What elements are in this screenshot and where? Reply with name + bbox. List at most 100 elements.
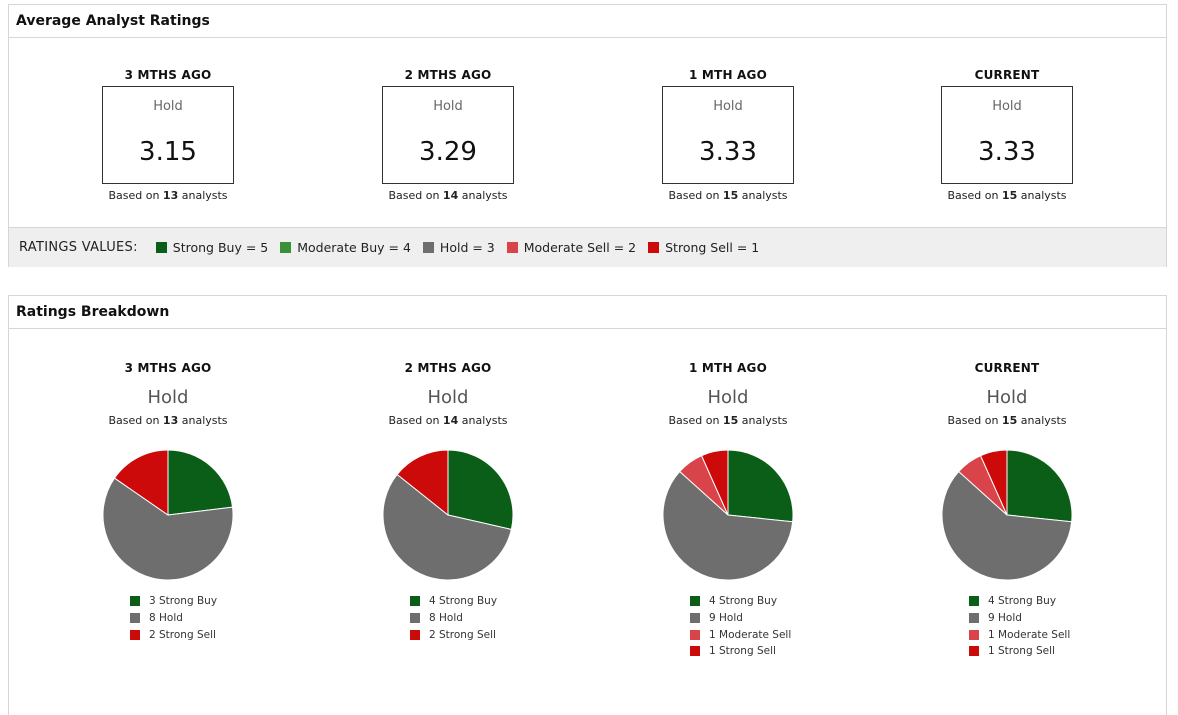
pie-legend-item: 1 Strong Sell bbox=[690, 643, 791, 660]
pie-legend-item: 4 Strong Buy bbox=[969, 593, 1070, 610]
avg-rating-box: Hold 3.15 bbox=[102, 86, 234, 184]
legend-swatch bbox=[648, 242, 660, 253]
pie-slice-hold bbox=[662, 470, 794, 581]
pie-legend-swatch bbox=[690, 629, 700, 640]
ratings-values-legend: RATINGS VALUES: Strong Buy = 5 Moderate … bbox=[9, 227, 1166, 267]
pie-legend-item: 8 Hold bbox=[130, 610, 217, 627]
avg-period-label: 1 MTH AGO bbox=[688, 68, 767, 82]
avg-rating-box: Hold 3.33 bbox=[662, 86, 794, 184]
pie-slice-hold bbox=[102, 477, 234, 581]
pie-legend-item: 1 Strong Sell bbox=[969, 643, 1070, 660]
legend-swatch bbox=[506, 242, 518, 253]
pie-legend-item: 9 Hold bbox=[969, 610, 1070, 627]
avg-rating-label: Hold bbox=[713, 99, 743, 114]
breakdown-rating: Hold bbox=[707, 387, 749, 408]
legend-item-hold: Hold = 3 bbox=[422, 240, 495, 255]
avg-period-2-mths-ago: 2 MTHS AGO Hold 3.29 Based on 14 analyst… bbox=[348, 39, 548, 219]
pie-legend-swatch bbox=[130, 596, 140, 607]
pie-legend: 4 Strong Buy 9 Hold 1 Moderate Sell 1 St… bbox=[969, 593, 1070, 660]
breakdown-period-label: 3 MTHS AGO bbox=[124, 361, 212, 375]
pie-legend-item: 4 Strong Buy bbox=[690, 593, 791, 610]
pie-legend: 4 Strong Buy 9 Hold 1 Moderate Sell 1 St… bbox=[690, 593, 791, 660]
pie-legend-item: 2 Strong Sell bbox=[130, 626, 217, 643]
ratings-pie-chart bbox=[102, 449, 234, 581]
pie-legend-swatch bbox=[690, 596, 700, 607]
pie-legend-swatch bbox=[690, 613, 700, 624]
breakdown-period-label: CURRENT bbox=[974, 361, 1040, 375]
ratings-pie-chart bbox=[941, 449, 1073, 581]
pie-slice-strong-sell bbox=[979, 449, 1008, 516]
pie-legend-swatch bbox=[969, 596, 979, 607]
pie-legend-item: 9 Hold bbox=[690, 610, 791, 627]
ratings-values-title: RATINGS VALUES: bbox=[19, 240, 138, 255]
average-ratings-header: Average Analyst Ratings bbox=[9, 5, 1166, 38]
ratings-breakdown-title: Ratings Breakdown bbox=[16, 304, 170, 320]
avg-rating-label: Hold bbox=[992, 99, 1022, 114]
breakdown-period-1-mth-ago: 1 MTH AGO Hold Based on 15 analysts 4 St… bbox=[628, 330, 828, 710]
avg-based-on: Based on 15 analysts bbox=[668, 189, 788, 202]
pie-slice-strong-buy bbox=[167, 449, 234, 516]
avg-rating-score: 3.29 bbox=[419, 137, 477, 167]
legend-swatch bbox=[422, 242, 434, 253]
breakdown-period-label: 2 MTHS AGO bbox=[404, 361, 492, 375]
breakdown-period-current: CURRENT Hold Based on 15 analysts 4 Stro… bbox=[907, 330, 1107, 710]
legend-item-moderate-sell: Moderate Sell = 2 bbox=[506, 240, 637, 255]
pie-legend-item: 3 Strong Buy bbox=[130, 593, 217, 610]
legend-label: Moderate Sell = 2 bbox=[523, 240, 637, 255]
breakdown-period-3-mths-ago: 3 MTHS AGO Hold Based on 13 analysts 3 S… bbox=[68, 330, 268, 710]
pie-legend-swatch bbox=[969, 613, 979, 624]
avg-rating-score: 3.33 bbox=[978, 137, 1036, 167]
pie-slice-strong-buy bbox=[447, 449, 514, 531]
legend-item-moderate-buy: Moderate Buy = 4 bbox=[280, 240, 411, 255]
avg-rating-score: 3.33 bbox=[699, 137, 757, 167]
pie-slice-strong-sell bbox=[396, 449, 449, 517]
legend-swatch bbox=[280, 242, 292, 253]
avg-rating-box: Hold 3.33 bbox=[941, 86, 1073, 184]
avg-period-label: 2 MTHS AGO bbox=[404, 68, 492, 82]
breakdown-period-label: 1 MTH AGO bbox=[688, 361, 767, 375]
avg-period-label: 3 MTHS AGO bbox=[124, 68, 212, 82]
average-ratings-title: Average Analyst Ratings bbox=[16, 13, 210, 29]
pie-legend-swatch bbox=[969, 646, 979, 657]
breakdown-based-on: Based on 14 analysts bbox=[388, 414, 508, 427]
pie-legend-item: 1 Moderate Sell bbox=[969, 626, 1070, 643]
pie-legend: 4 Strong Buy 8 Hold 2 Strong Sell bbox=[410, 593, 497, 643]
pie-legend-swatch bbox=[130, 629, 140, 640]
ratings-pie-chart bbox=[382, 449, 514, 581]
pie-legend-swatch bbox=[410, 629, 420, 640]
legend-label: Strong Buy = 5 bbox=[172, 240, 269, 255]
pie-legend-item: 2 Strong Sell bbox=[410, 626, 497, 643]
breakdown-based-on: Based on 13 analysts bbox=[108, 414, 228, 427]
pie-legend-swatch bbox=[410, 613, 420, 624]
average-ratings-panel: Average Analyst Ratings 3 MTHS AGO Hold … bbox=[8, 4, 1167, 267]
avg-period-1-mth-ago: 1 MTH AGO Hold 3.33 Based on 15 analysts bbox=[628, 39, 828, 219]
legend-label: Strong Sell = 1 bbox=[665, 240, 760, 255]
avg-based-on: Based on 15 analysts bbox=[947, 189, 1067, 202]
pie-slice-strong-sell bbox=[113, 449, 169, 516]
ratings-pie-chart bbox=[662, 449, 794, 581]
pie-legend-item: 4 Strong Buy bbox=[410, 593, 497, 610]
pie-slice-strong-buy bbox=[1006, 449, 1073, 523]
avg-based-on: Based on 14 analysts bbox=[388, 189, 508, 202]
pie-slice-strong-buy bbox=[727, 449, 794, 523]
breakdown-rating: Hold bbox=[147, 387, 189, 408]
breakdown-rating: Hold bbox=[986, 387, 1028, 408]
breakdown-based-on: Based on 15 analysts bbox=[668, 414, 788, 427]
avg-based-on: Based on 13 analysts bbox=[108, 189, 228, 202]
ratings-breakdown-header: Ratings Breakdown bbox=[9, 296, 1166, 329]
pie-legend-item: 1 Moderate Sell bbox=[690, 626, 791, 643]
pie-legend-swatch bbox=[130, 613, 140, 624]
avg-rating-label: Hold bbox=[153, 99, 183, 114]
pie-legend: 3 Strong Buy 8 Hold 2 Strong Sell bbox=[130, 593, 217, 643]
avg-period-label: CURRENT bbox=[974, 68, 1040, 82]
pie-legend-swatch bbox=[690, 646, 700, 657]
legend-item-strong-buy: Strong Buy = 5 bbox=[155, 240, 269, 255]
breakdown-rating: Hold bbox=[427, 387, 469, 408]
pie-legend-swatch bbox=[969, 629, 979, 640]
pie-slice-hold bbox=[941, 470, 1073, 581]
legend-label: Hold = 3 bbox=[439, 240, 495, 255]
breakdown-period-2-mths-ago: 2 MTHS AGO Hold Based on 14 analysts 4 S… bbox=[348, 330, 548, 710]
pie-legend-item: 8 Hold bbox=[410, 610, 497, 627]
pie-legend-swatch bbox=[410, 596, 420, 607]
legend-label: Moderate Buy = 4 bbox=[297, 240, 411, 255]
